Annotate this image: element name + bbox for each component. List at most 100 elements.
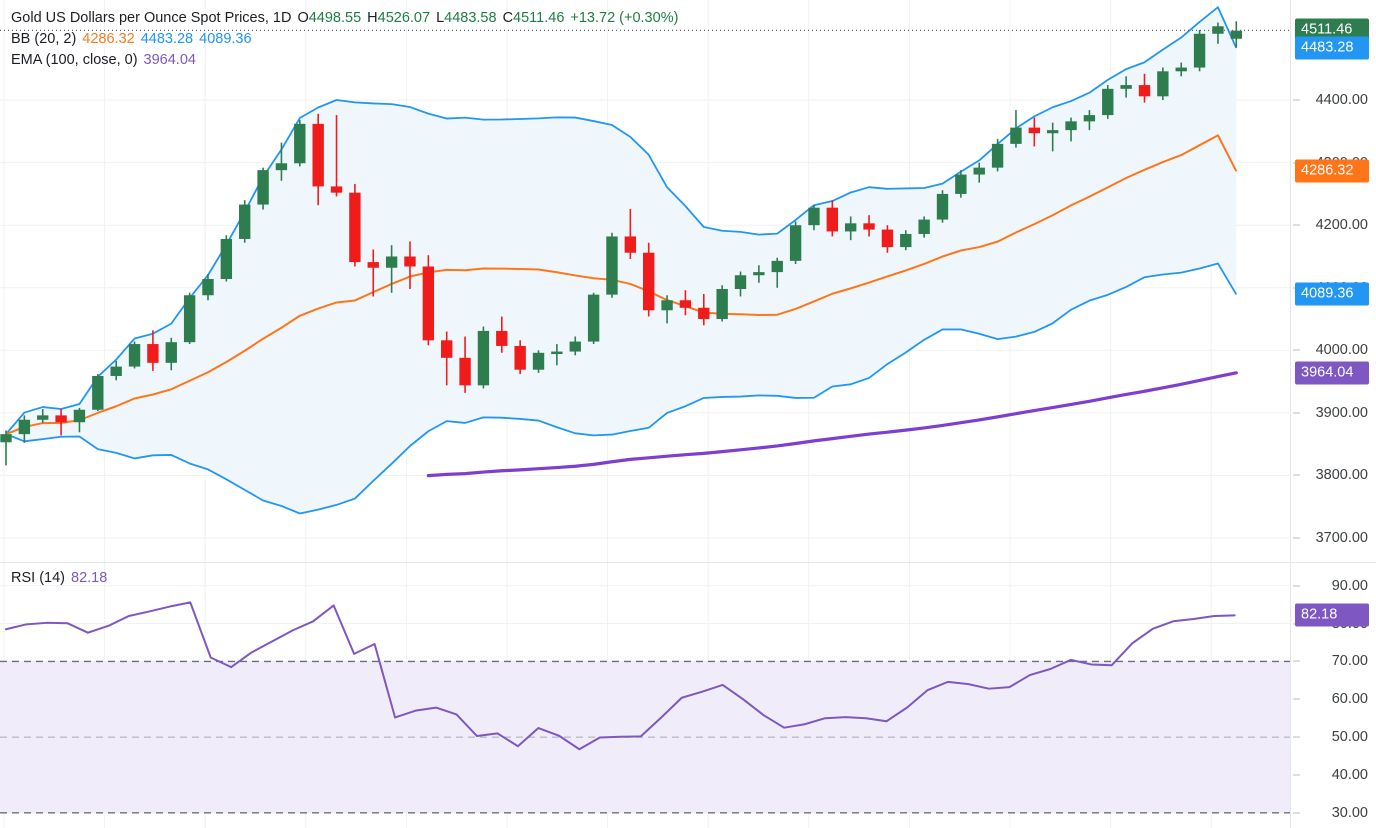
price-chart-canvas[interactable] — [0, 0, 1290, 563]
bollinger-upper-line — [5, 6, 1238, 435]
candle-body[interactable] — [624, 236, 637, 253]
price-badge-last-price[interactable]: 4511.46 — [1295, 18, 1369, 42]
candle-body[interactable] — [477, 330, 490, 386]
price-badge-bb-basis[interactable]: 4286.32 — [1295, 159, 1369, 183]
candle-body[interactable] — [606, 236, 618, 295]
candle-body[interactable] — [900, 233, 912, 248]
candle-body[interactable] — [257, 170, 269, 205]
rsi-chart-panel[interactable] — [0, 563, 1290, 828]
ema-100-line — [426, 371, 1238, 478]
candle-body[interactable] — [551, 351, 563, 355]
axis-tick-dash — [1293, 736, 1300, 738]
candle-body[interactable] — [808, 207, 820, 226]
candle-body[interactable] — [294, 123, 306, 164]
candlestick-series[interactable] — [0, 21, 1242, 466]
candle-body[interactable] — [918, 219, 930, 234]
candle-body[interactable] — [955, 174, 967, 194]
candle-body[interactable] — [404, 256, 416, 267]
price-badge-ema-value[interactable]: 3964.04 — [1295, 361, 1369, 385]
candle-body[interactable] — [1193, 33, 1206, 68]
candle-body[interactable] — [330, 186, 343, 193]
candle-body[interactable] — [973, 167, 985, 175]
bb-lower-value: 4089.36 — [199, 31, 252, 47]
candle-body[interactable] — [110, 366, 122, 376]
candle-body[interactable] — [1065, 121, 1077, 131]
candle-body[interactable] — [183, 295, 196, 343]
candle-body[interactable] — [1138, 85, 1151, 97]
price-badge-bb-upper[interactable]: 4483.28 — [1295, 36, 1369, 60]
candle-body[interactable] — [587, 294, 600, 342]
candle-body[interactable] — [1175, 67, 1187, 72]
rsi-axis-tick: 90.00 — [1331, 577, 1368, 594]
price-axis-tick: 4400.00 — [1315, 92, 1368, 109]
candle-body[interactable] — [1010, 127, 1022, 144]
ema-indicator-row[interactable]: EMA (100, close, 0) 3964.04 — [11, 50, 678, 71]
candle-body[interactable] — [239, 204, 251, 239]
candle-body[interactable] — [643, 252, 655, 311]
candle-body[interactable] — [716, 289, 728, 320]
candle-body[interactable] — [863, 223, 875, 230]
candle-body[interactable] — [202, 279, 214, 296]
candle-body[interactable] — [734, 275, 747, 289]
candle-body[interactable] — [1212, 26, 1224, 34]
candle-body[interactable] — [1157, 71, 1169, 97]
candle-body[interactable] — [1102, 88, 1114, 116]
candle-body[interactable] — [128, 344, 141, 367]
rsi-axis-tick: 40.00 — [1331, 767, 1368, 783]
candle-body[interactable] — [165, 342, 177, 363]
ema-label[interactable]: EMA (100, close, 0) — [11, 52, 138, 68]
candle-body[interactable] — [679, 300, 692, 308]
candle-body[interactable] — [18, 419, 31, 435]
candle-body[interactable] — [459, 357, 471, 386]
candle-body[interactable] — [514, 345, 526, 370]
candle-body[interactable] — [991, 143, 1004, 168]
candle-body[interactable] — [147, 344, 159, 363]
candle-body[interactable] — [845, 223, 857, 232]
candle-body[interactable] — [0, 434, 12, 443]
candle-body[interactable] — [1120, 85, 1132, 89]
rsi-axis-tick: 70.00 — [1331, 653, 1368, 670]
axis-tick-dash — [1293, 99, 1300, 101]
candle-body[interactable] — [385, 256, 398, 268]
price-badge-rsi-value[interactable]: 82.18 — [1295, 603, 1369, 627]
price-scale-axis[interactable]: 4400.004300.004200.004100.004000.003900.… — [1291, 0, 1376, 828]
candle-body[interactable] — [73, 409, 86, 423]
price-badge-bb-lower[interactable]: 4089.36 — [1295, 282, 1369, 306]
candle-body[interactable] — [275, 163, 288, 171]
candle-body[interactable] — [349, 192, 361, 263]
rsi-chart-canvas[interactable] — [0, 563, 1290, 828]
rsi-label[interactable]: RSI (14) — [11, 570, 65, 586]
candle-body[interactable] — [92, 375, 104, 410]
candle-body[interactable] — [569, 341, 581, 352]
candle-body[interactable] — [698, 307, 710, 320]
candle-body[interactable] — [367, 262, 379, 268]
axis-tick-dash — [1293, 537, 1300, 539]
candle-body[interactable] — [789, 225, 802, 261]
candle-body[interactable] — [441, 340, 453, 358]
candle-body[interactable] — [881, 229, 894, 248]
candle-body[interactable] — [532, 352, 545, 370]
candle-body[interactable] — [661, 300, 673, 311]
candle-body[interactable] — [826, 207, 839, 232]
symbol-ohlc-row[interactable]: Gold US Dollars per Ounce Spot Prices, 1… — [11, 8, 678, 29]
candle-body[interactable] — [37, 415, 49, 420]
candle-body[interactable] — [220, 238, 233, 279]
candle-body[interactable] — [422, 266, 435, 341]
candle-body[interactable] — [1028, 127, 1041, 134]
candle-body[interactable] — [55, 415, 67, 423]
bollinger-lower-line — [5, 262, 1238, 515]
candle-body[interactable] — [771, 260, 783, 273]
rsi-indicator-row[interactable]: RSI (14) 82.18 — [11, 568, 107, 589]
symbol-title[interactable]: Gold US Dollars per Ounce Spot Prices, 1… — [11, 10, 292, 26]
bb-label[interactable]: BB (20, 2) — [11, 31, 77, 47]
bb-indicator-row[interactable]: BB (20, 2) 4286.32 4483.28 4089.36 — [11, 29, 678, 50]
price-chart-panel[interactable] — [0, 0, 1290, 563]
candle-body[interactable] — [936, 193, 949, 220]
candle-body[interactable] — [1230, 30, 1242, 39]
candle-body[interactable] — [312, 123, 324, 187]
price-legend: Gold US Dollars per Ounce Spot Prices, 1… — [11, 8, 678, 71]
candle-body[interactable] — [1046, 130, 1059, 134]
candle-body[interactable] — [753, 272, 765, 276]
candle-body[interactable] — [1083, 115, 1096, 122]
candle-body[interactable] — [496, 330, 508, 346]
